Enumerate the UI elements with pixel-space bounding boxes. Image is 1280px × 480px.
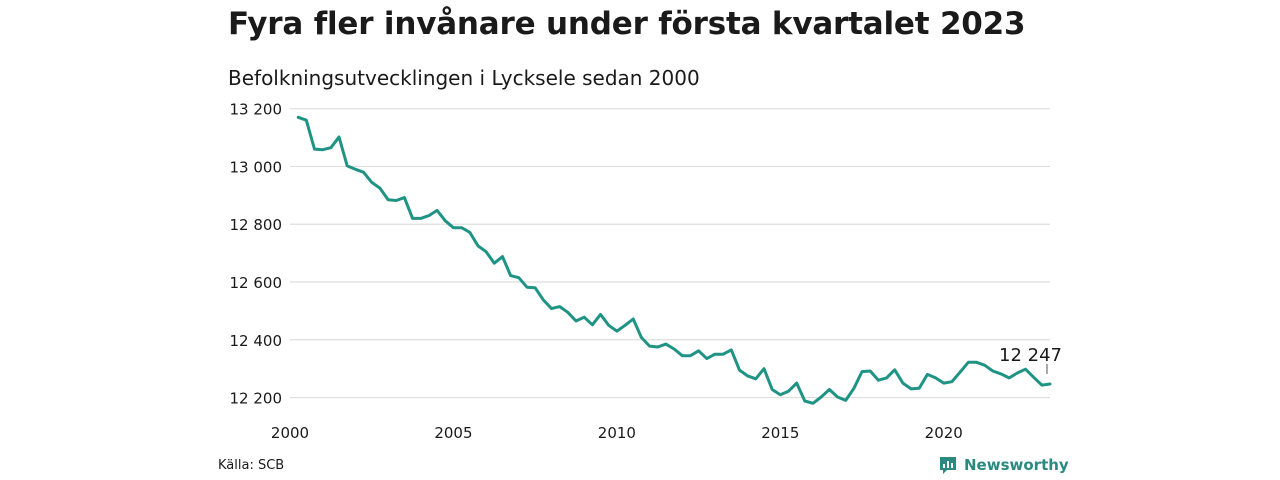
y-tick-label: 12 600 — [230, 274, 283, 292]
y-tick-label: 13 000 — [230, 158, 283, 176]
series-line — [296, 115, 1052, 405]
y-tick-label: 12 400 — [230, 332, 283, 350]
bar-chart-icon — [940, 457, 956, 474]
x-tick-label: 2005 — [434, 424, 472, 442]
x-tick-label: 2000 — [271, 424, 309, 442]
chart-title: Fyra fler invånare under första kvartale… — [228, 6, 1026, 42]
y-tick-label: 13 200 — [230, 101, 283, 119]
brand-logo: Newsworthy — [938, 455, 1069, 475]
y-tick-label: 12 200 — [230, 390, 283, 408]
chart-subtitle: Befolkningsutvecklingen i Lycksele sedan… — [228, 66, 700, 90]
y-tick-label: 12 800 — [230, 216, 283, 234]
x-tick-label: 2010 — [598, 424, 636, 442]
brand-name: Newsworthy — [964, 456, 1069, 474]
x-tick-label: 2020 — [925, 424, 963, 442]
source-note: Källa: SCB — [218, 458, 285, 473]
last-value-label: 12 247 — [999, 345, 1062, 366]
x-tick-label: 2015 — [761, 424, 799, 442]
